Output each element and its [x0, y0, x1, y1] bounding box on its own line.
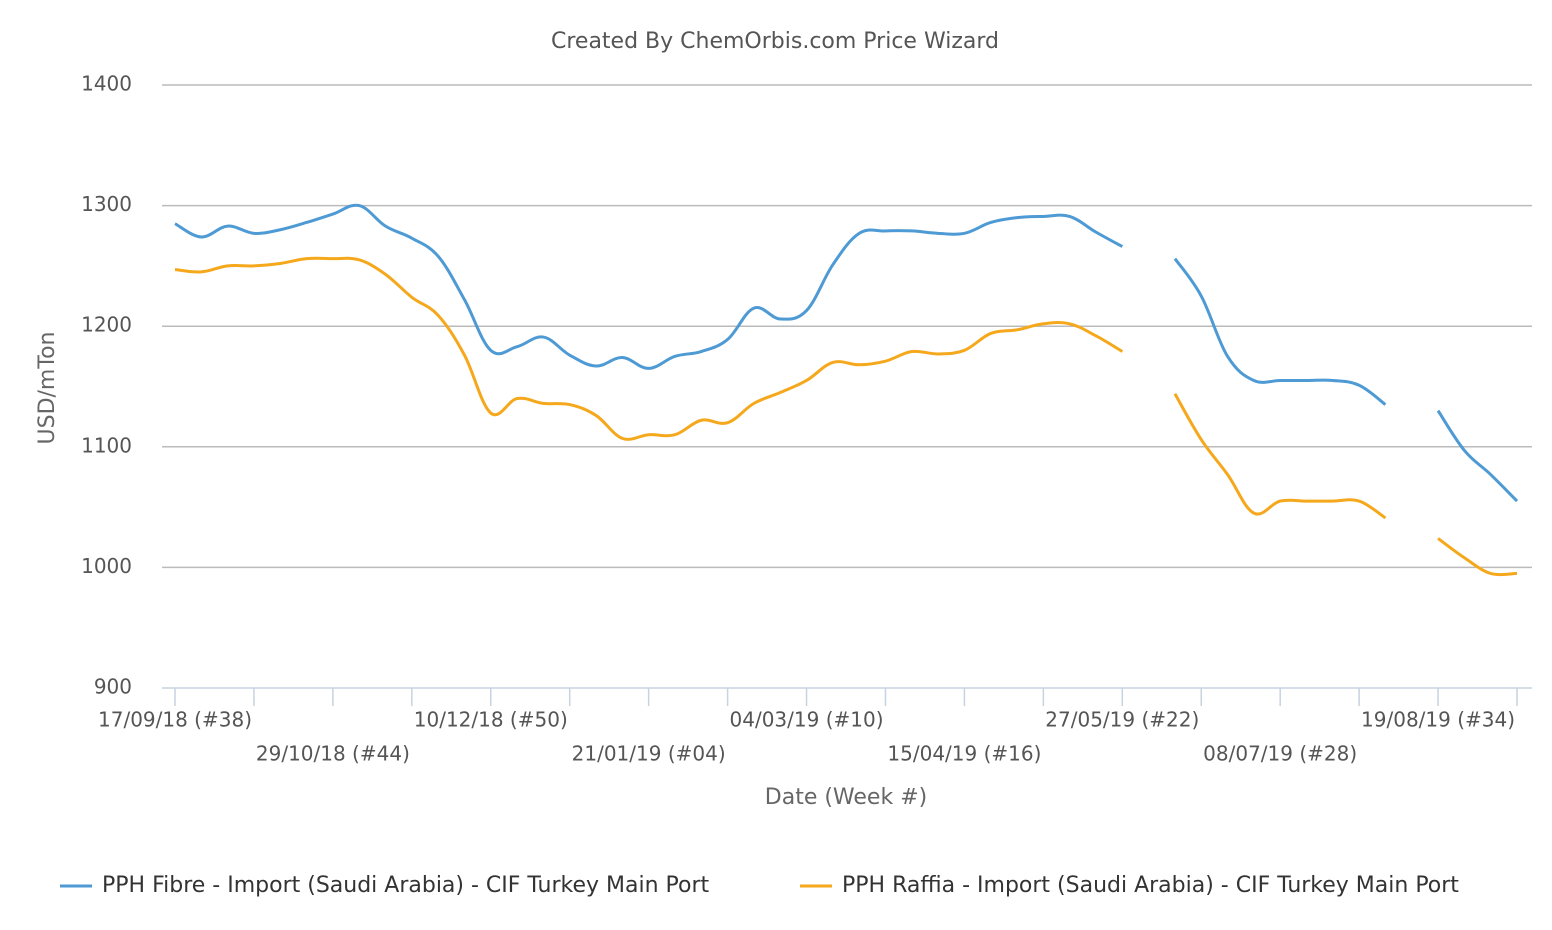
x-tick-label: 08/07/19 (#28) [1203, 742, 1357, 766]
legend-label: PPH Fibre - Import (Saudi Arabia) - CIF … [102, 873, 710, 898]
x-axis-label: Date (Week #) [765, 785, 927, 810]
series-line [174, 256, 1518, 577]
y-tick-label: 1000 [81, 554, 132, 578]
x-tick-label: 19/08/19 (#34) [1361, 708, 1515, 732]
series-line [174, 203, 1519, 503]
x-tick-label: 17/09/18 (#38) [98, 708, 252, 732]
y-axis-label: USD/mTon [35, 332, 60, 445]
chart-title: Created By ChemOrbis.com Price Wizard [551, 29, 999, 54]
x-tick-label: 10/12/18 (#50) [414, 708, 568, 732]
legend-label: PPH Raffia - Import (Saudi Arabia) - CIF… [842, 873, 1459, 898]
x-tick-label: 21/01/19 (#04) [572, 742, 726, 766]
y-tick-label: 900 [94, 675, 132, 699]
y-tick-label: 1100 [81, 433, 132, 457]
y-tick-label: 1300 [81, 192, 132, 216]
x-tick-label: 27/05/19 (#22) [1045, 708, 1199, 732]
y-tick-label: 1400 [81, 72, 132, 96]
y-tick-label: 1200 [81, 313, 132, 337]
x-tick-label: 29/10/18 (#44) [256, 742, 410, 766]
x-tick-label: 15/04/19 (#16) [887, 742, 1041, 766]
x-tick-label: 04/03/19 (#10) [730, 708, 884, 732]
